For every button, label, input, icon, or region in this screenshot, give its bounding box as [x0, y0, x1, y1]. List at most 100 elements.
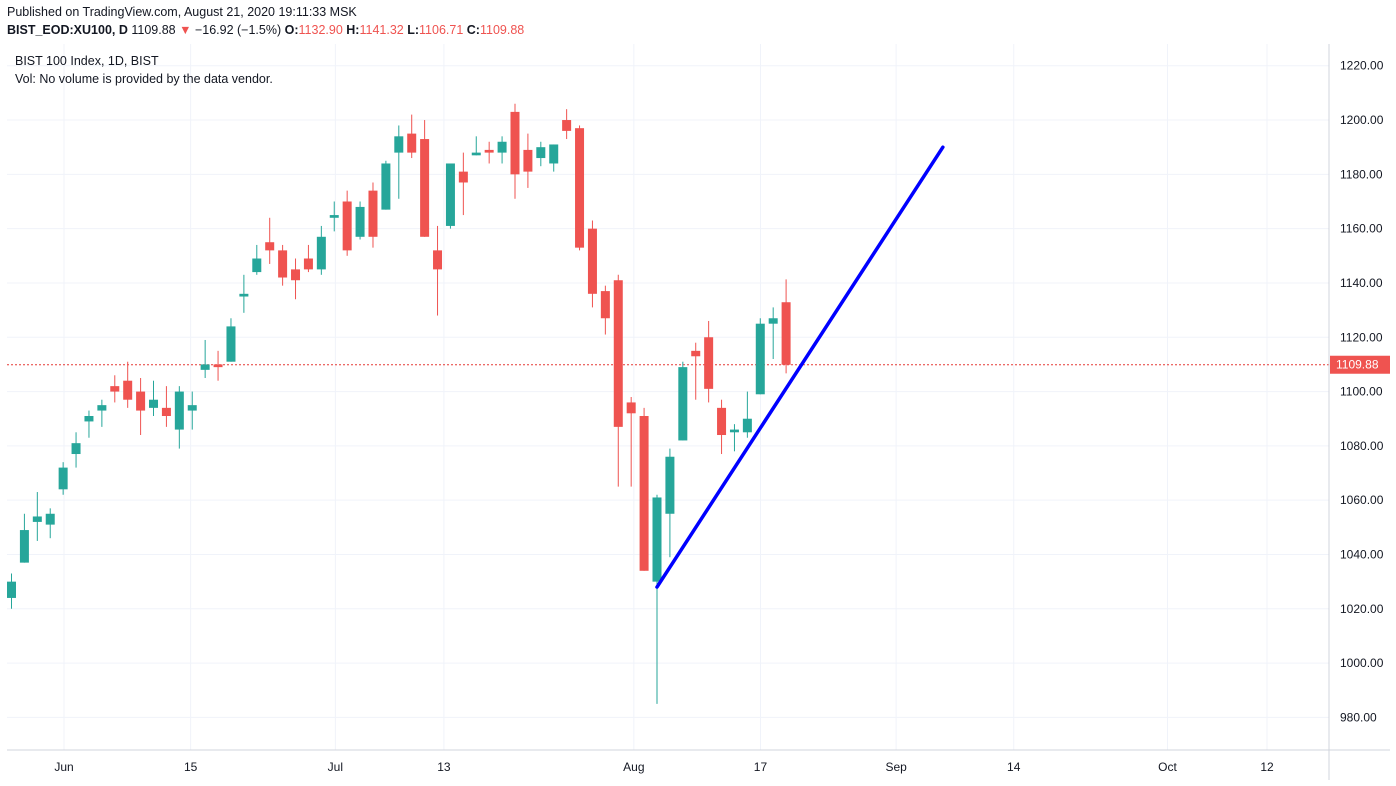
candle-body — [742, 418, 752, 433]
candle-down — [458, 152, 468, 216]
candle-body — [394, 136, 404, 153]
candle-down — [303, 244, 313, 273]
candle-up — [84, 410, 94, 438]
candle-body — [58, 467, 68, 490]
candle-body — [433, 250, 443, 270]
candle-down — [123, 361, 133, 408]
published-line: Published on TradingView.com, August 21,… — [7, 5, 357, 19]
candle-up — [174, 386, 184, 449]
candle-body — [678, 367, 688, 441]
candle-body — [149, 399, 159, 408]
x-tick-label: Sep — [885, 760, 907, 774]
candle-up — [768, 307, 778, 359]
candle-body — [471, 152, 481, 156]
candle-up — [45, 508, 55, 539]
candle-body — [781, 302, 791, 365]
candle-up — [497, 136, 507, 164]
legend-title: BIST 100 Index, 1D, BIST — [15, 54, 159, 68]
candle-body — [523, 149, 533, 172]
ohlc-line: BIST_EOD:XU100, D 1109.88 ▼ −16.92 (−1.5… — [7, 23, 524, 37]
candle-up — [200, 339, 210, 378]
candle-body — [652, 497, 662, 582]
y-tick-label: 1000.00 — [1340, 656, 1384, 670]
candle-body — [665, 456, 675, 514]
candle-body — [252, 258, 262, 273]
candle-body — [755, 323, 765, 395]
candle-body — [278, 250, 288, 278]
candle-up — [316, 225, 326, 275]
y-tick-label: 1120.00 — [1340, 330, 1383, 344]
candle-up — [742, 391, 752, 438]
candle-body — [97, 405, 107, 411]
candle-body — [213, 364, 223, 368]
candle-up — [7, 573, 16, 609]
candle-down — [781, 279, 791, 374]
candle-body — [768, 318, 778, 324]
candle-body — [32, 516, 42, 522]
open-value: 1132.90 — [298, 23, 343, 37]
y-tick-label: 1060.00 — [1340, 493, 1384, 507]
last-price-tag-label: 1109.88 — [1336, 358, 1379, 372]
candle-body — [174, 391, 184, 430]
candle-body — [497, 141, 507, 153]
x-tick-label: 15 — [184, 760, 198, 774]
candle-down — [587, 220, 597, 308]
candle-body — [729, 429, 739, 433]
candle-down — [110, 375, 120, 403]
candle-body — [355, 206, 365, 237]
candle-down — [510, 103, 520, 199]
x-tick-label: 12 — [1260, 760, 1274, 774]
candle-body — [613, 280, 623, 427]
candle-up — [381, 160, 391, 210]
candle-down — [265, 217, 275, 264]
candle-body — [639, 416, 649, 571]
candle-body — [136, 391, 146, 411]
last-price: 1109.88 — [131, 23, 176, 37]
candle-down — [433, 225, 443, 316]
candle-up — [226, 318, 236, 362]
candle-body — [536, 147, 546, 159]
x-tick-label: Jul — [328, 760, 343, 774]
chart-legend: BIST 100 Index, 1D, BIST Vol: No volume … — [15, 52, 273, 88]
x-tick-label: 13 — [437, 760, 451, 774]
candlestick-chart[interactable]: Jun 15 Jul 13 Aug 17 Sep 14 Oct 12 980.00 1000.00 10… — [7, 44, 1390, 780]
high-value: 1141.32 — [359, 23, 404, 37]
candle-up — [355, 201, 365, 240]
grid — [7, 44, 1329, 750]
candle-body — [368, 190, 378, 237]
candle-body — [420, 139, 430, 237]
candle-up — [32, 492, 42, 541]
candle-down — [136, 377, 146, 436]
candle-down — [420, 120, 430, 237]
y-tick-label: 1100.00 — [1340, 385, 1383, 399]
candle-body — [123, 380, 133, 400]
low-value: 1106.71 — [419, 23, 464, 37]
y-tick-label: 1080.00 — [1340, 439, 1384, 453]
candle-down — [704, 320, 714, 403]
candle-body — [303, 258, 313, 270]
candle-up — [394, 125, 404, 199]
candle-body — [691, 350, 701, 357]
candle-body — [200, 364, 210, 370]
candle-body — [600, 291, 610, 319]
candle-down — [278, 244, 288, 286]
candle-body — [7, 581, 16, 598]
candle-body — [458, 171, 468, 183]
candle-up — [445, 163, 455, 229]
candle-body — [239, 293, 249, 297]
candle-down — [484, 141, 494, 164]
candle-up — [471, 136, 481, 156]
candle-down — [717, 399, 727, 455]
candle-down — [575, 125, 585, 251]
candle-body — [161, 407, 171, 417]
candle-body — [342, 201, 352, 251]
candle-up — [536, 141, 546, 167]
candles-layer — [7, 103, 791, 704]
x-tick-label: Aug — [623, 760, 644, 774]
candle-body — [704, 337, 714, 389]
candle-body — [381, 163, 391, 210]
candle-up — [678, 361, 688, 441]
candle-up — [652, 494, 662, 704]
y-tick-label: 1020.00 — [1340, 602, 1384, 616]
x-tick-label: Oct — [1158, 760, 1177, 774]
